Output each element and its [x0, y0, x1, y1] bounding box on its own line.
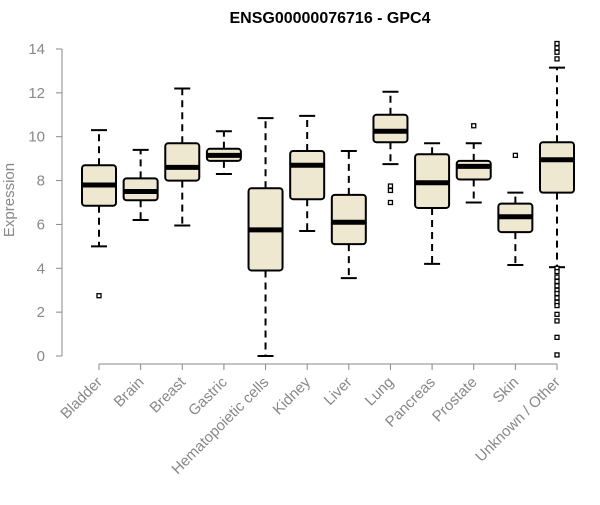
- outlier-point: [387, 199, 394, 206]
- outlier-point: [554, 334, 560, 341]
- box: [455, 159, 492, 181]
- y-tick-label: 4: [37, 260, 45, 277]
- outlier-point: [554, 278, 560, 285]
- outlier-point: [96, 293, 102, 299]
- box: [164, 142, 201, 182]
- x-tick-label: Lung: [362, 374, 398, 410]
- box-group: [205, 130, 242, 175]
- outlier-point: [554, 49, 560, 55]
- box: [289, 149, 326, 201]
- y-tick-label: 8: [37, 173, 45, 190]
- outlier-point: [554, 295, 560, 301]
- outlier-point: [512, 152, 519, 159]
- y-tick-label: 14: [28, 41, 45, 58]
- outlier-point: [554, 274, 560, 280]
- x-tick-label: Bladder: [57, 374, 106, 423]
- box-group: [164, 87, 201, 227]
- box: [372, 113, 409, 144]
- y-tick-label: 0: [37, 348, 45, 365]
- y-tick-label: 6: [37, 216, 45, 233]
- x-tick-label: Skin: [490, 374, 523, 407]
- x-tick-label: Breast: [146, 373, 189, 416]
- y-tick-label: 10: [28, 129, 45, 146]
- box-group: [289, 114, 326, 233]
- box: [539, 141, 575, 194]
- box-group: [455, 123, 492, 204]
- outlier-point: [387, 187, 394, 194]
- box-group: [330, 149, 367, 280]
- outlier-point: [554, 290, 560, 297]
- y-axis-label: Expression: [1, 163, 18, 237]
- outlier-point: [554, 302, 560, 309]
- outlier-point: [554, 352, 560, 358]
- box: [330, 193, 367, 246]
- outlier-point: [554, 283, 560, 289]
- outlier-point: [554, 56, 560, 62]
- y-tick-label: 2: [37, 304, 45, 321]
- outlier-point: [554, 40, 560, 47]
- x-tick-label: Kidney: [270, 373, 315, 418]
- y-axis: 0 2 4 6 8 10 12 14: [28, 41, 63, 365]
- box-group: [539, 40, 575, 358]
- outlier-point: [554, 318, 560, 324]
- outlier-point: [554, 268, 560, 275]
- box-series: [81, 40, 575, 358]
- x-tick-label: Liver: [321, 374, 356, 409]
- outlier-point: [387, 183, 394, 189]
- box-group: [247, 117, 284, 357]
- chart-title: ENSG00000076716 - GPC4: [229, 10, 430, 27]
- box-group: [497, 152, 534, 266]
- outlier-point: [554, 311, 560, 317]
- box-group: [122, 148, 159, 222]
- box-group: [81, 129, 117, 299]
- box-group: [372, 90, 409, 206]
- x-tick-label: Brain: [111, 374, 148, 411]
- outlier-point: [554, 45, 560, 51]
- outlier-point: [471, 123, 477, 129]
- box-group: [414, 142, 451, 265]
- x-tick-label: Prostate: [429, 374, 481, 426]
- y-tick-label: 12: [28, 85, 45, 102]
